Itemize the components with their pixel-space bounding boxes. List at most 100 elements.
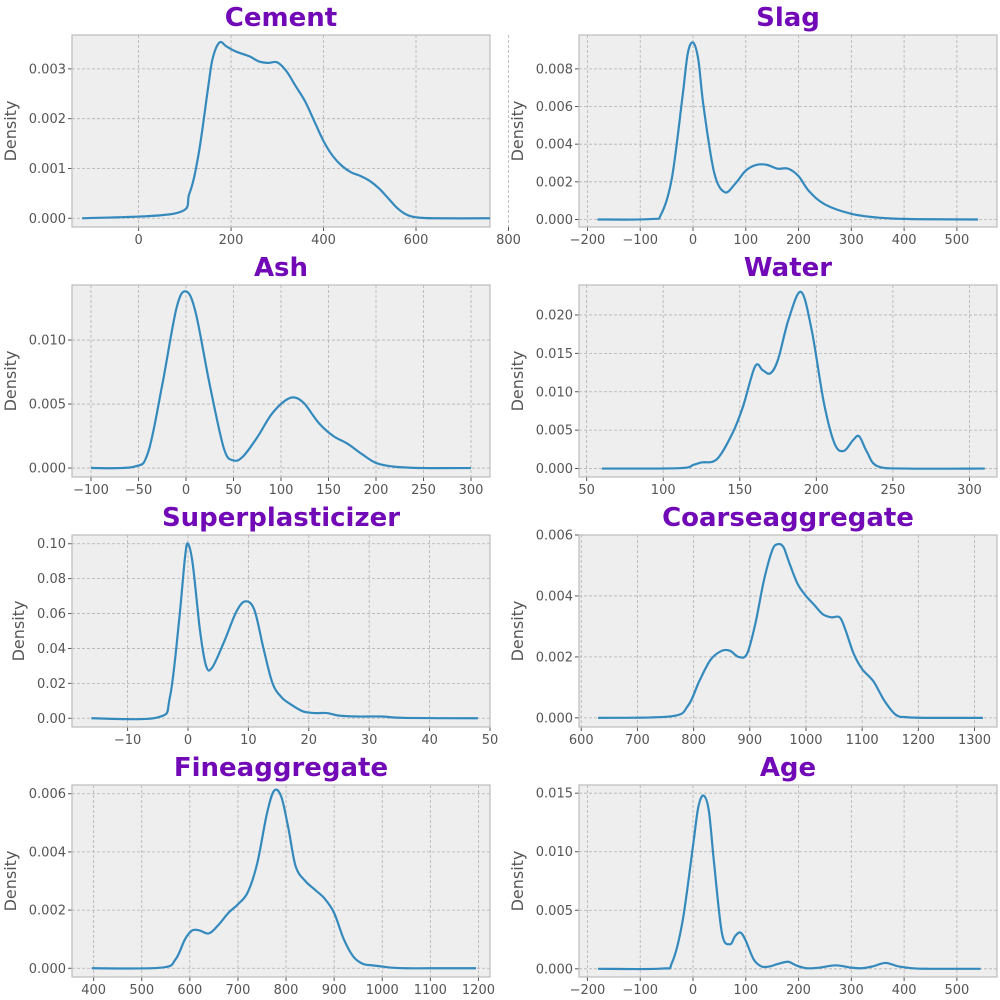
x-tick-label: 200 bbox=[786, 983, 811, 998]
y-tick-label: 0.005 bbox=[536, 424, 573, 439]
plot-frame bbox=[578, 34, 998, 228]
plot-area bbox=[579, 535, 997, 727]
x-tick-label: −50 bbox=[125, 483, 152, 498]
plot-frame bbox=[578, 534, 998, 728]
chart-panel-5: −10 0 10 20 30 40 50 0.00 0.02 0.04 0.06 0.08 0.10 Su… bbox=[9, 503, 498, 748]
x-tick-label: 1000 bbox=[789, 733, 822, 748]
y-tick-label: 0.006 bbox=[536, 529, 573, 544]
y-tick-label: 0.003 bbox=[29, 62, 66, 77]
x-tick-label: −200 bbox=[570, 233, 606, 248]
x-tick-label: 1300 bbox=[958, 733, 991, 748]
x-tick-label: 800 bbox=[274, 983, 299, 998]
y-tick-label: 0.00 bbox=[37, 712, 66, 727]
y-tick-label: 0.004 bbox=[29, 845, 66, 860]
x-tick-label: 600 bbox=[569, 733, 594, 748]
chart-title: Fineaggregate bbox=[174, 753, 388, 783]
x-tick-label: 0 bbox=[184, 733, 192, 748]
chart-panel-2: −200 −100 0 100 200 300 400 500 0.000 0.002 0.004 0… bbox=[508, 3, 998, 248]
x-tick-label: 800 bbox=[681, 733, 706, 748]
x-tick-label: 500 bbox=[944, 233, 969, 248]
x-tick-label: 1100 bbox=[846, 733, 879, 748]
x-tick-label: 50 bbox=[225, 483, 242, 498]
y-tick-label: 0.000 bbox=[29, 462, 66, 477]
density-line bbox=[90, 290, 472, 470]
y-axis-label: Density bbox=[1, 851, 20, 912]
x-tick-label: 250 bbox=[880, 483, 905, 498]
plot-area bbox=[579, 285, 997, 477]
x-tick-label: −100 bbox=[622, 233, 658, 248]
x-tick-label: 1200 bbox=[902, 733, 935, 748]
x-tick-label: 200 bbox=[364, 483, 389, 498]
x-tick-label: 150 bbox=[316, 483, 341, 498]
x-tick-label: 700 bbox=[625, 733, 650, 748]
chart-title: Water bbox=[744, 253, 832, 283]
x-tick-label: 300 bbox=[839, 233, 864, 248]
x-tick-label: 600 bbox=[404, 233, 429, 248]
x-tick-label: 200 bbox=[219, 233, 244, 248]
x-tick-label: 100 bbox=[269, 483, 294, 498]
chart-panel-7: 400 500 600 700 800 900 1000 1100 1200 0.000 0.002… bbox=[1, 753, 495, 998]
x-tick-label: 900 bbox=[322, 983, 347, 998]
y-tick-label: 0.004 bbox=[536, 138, 573, 153]
y-tick-label: 0.002 bbox=[29, 112, 66, 127]
density-line bbox=[91, 788, 477, 970]
y-tick-label: 0.010 bbox=[29, 334, 66, 349]
plot-area bbox=[579, 785, 997, 977]
density-line bbox=[598, 542, 983, 720]
y-axis-label: Density bbox=[1, 101, 20, 162]
x-tick-label: 800 bbox=[496, 233, 521, 248]
x-tick-label: 0 bbox=[689, 983, 697, 998]
x-tick-label: 0 bbox=[689, 233, 697, 248]
x-tick-label: 600 bbox=[177, 983, 202, 998]
chart-title: Cement bbox=[225, 3, 337, 33]
y-tick-label: 0.002 bbox=[29, 904, 66, 919]
x-tick-label: 250 bbox=[411, 483, 436, 498]
x-tick-label: 100 bbox=[733, 233, 758, 248]
x-tick-label: 400 bbox=[81, 983, 106, 998]
x-tick-label: 500 bbox=[129, 983, 154, 998]
y-axis-label: Density bbox=[1, 351, 20, 412]
y-tick-label: 0.006 bbox=[29, 787, 66, 802]
chart-panel-4: 50 100 150 200 250 300 0.000 0.005 0.010 0.015 0.0… bbox=[508, 253, 998, 498]
plot-area bbox=[72, 535, 490, 727]
x-tick-label: 10 bbox=[240, 733, 257, 748]
y-tick-label: 0.001 bbox=[29, 162, 66, 177]
density-line bbox=[82, 40, 491, 220]
x-tick-label: 100 bbox=[651, 483, 676, 498]
chart-panel-1: 0 200 400 600 800 0.000 0.001 0.002 0.003 Cement D… bbox=[1, 3, 521, 248]
chart-title: Slag bbox=[756, 3, 820, 33]
y-tick-label: 0.08 bbox=[37, 572, 66, 587]
y-tick-label: 0.002 bbox=[536, 175, 573, 190]
x-tick-label: −200 bbox=[570, 983, 606, 998]
x-tick-label: 100 bbox=[733, 983, 758, 998]
y-axis-label: Density bbox=[508, 351, 527, 412]
x-tick-label: 0 bbox=[134, 233, 142, 248]
x-tick-label: 30 bbox=[361, 733, 378, 748]
y-tick-label: 0.02 bbox=[37, 677, 66, 692]
chart-title: Superplasticizer bbox=[162, 503, 400, 533]
x-tick-label: 400 bbox=[892, 983, 917, 998]
x-tick-label: 1100 bbox=[414, 983, 447, 998]
y-tick-label: 0.010 bbox=[536, 385, 573, 400]
x-tick-label: 400 bbox=[892, 233, 917, 248]
y-axis-label: Density bbox=[508, 601, 527, 662]
x-tick-label: 150 bbox=[727, 483, 752, 498]
chart-panel-6: 600 700 800 900 1000 1100 1200 1300 0.000 0.002 0.… bbox=[508, 503, 998, 748]
x-tick-label: 50 bbox=[578, 483, 595, 498]
chart-panel-8: −200 −100 0 100 200 300 400 500 0.000 0.005 0.010 0… bbox=[508, 753, 998, 998]
y-tick-label: 0.10 bbox=[37, 537, 66, 552]
chart-title: Ash bbox=[254, 253, 308, 283]
x-tick-label: 40 bbox=[421, 733, 438, 748]
y-tick-label: 0.000 bbox=[29, 212, 66, 227]
plot-frame bbox=[578, 784, 998, 978]
y-tick-label: 0.000 bbox=[536, 462, 573, 477]
density-line bbox=[91, 542, 478, 721]
x-tick-label: −100 bbox=[622, 983, 658, 998]
y-tick-label: 0.06 bbox=[37, 607, 66, 622]
x-tick-label: 300 bbox=[839, 983, 864, 998]
y-tick-label: 0.004 bbox=[536, 589, 573, 604]
x-tick-label: 0 bbox=[182, 483, 190, 498]
plot-area bbox=[72, 35, 490, 227]
x-tick-label: 200 bbox=[804, 483, 829, 498]
